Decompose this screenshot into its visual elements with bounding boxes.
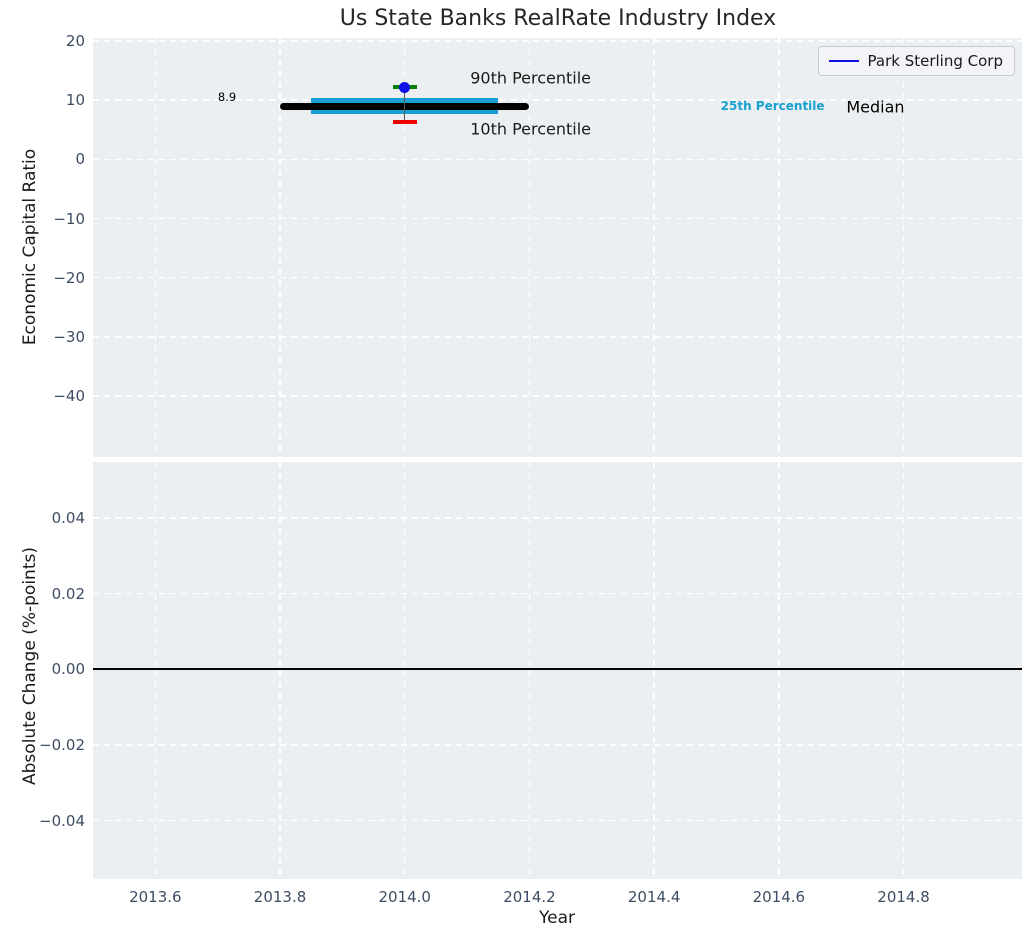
p10-whisker-cap	[392, 120, 417, 124]
y-tick-label: 0.00	[51, 660, 85, 679]
gridline-vertical	[653, 38, 655, 457]
median-annotation: Median	[846, 97, 905, 117]
gridline-horizontal	[93, 217, 1022, 220]
gridline-horizontal	[93, 40, 1022, 42]
p25-annotation: 25th Percentile	[720, 99, 825, 114]
y-tick-label: 0.02	[51, 584, 85, 603]
y-tick-label: −10	[53, 209, 85, 228]
gridline-horizontal	[93, 592, 1022, 595]
zero-line	[93, 668, 1022, 671]
bottom-plot-area	[93, 462, 1022, 879]
x-axis-label: Year	[539, 908, 575, 928]
y-tick-label: 10	[65, 91, 85, 110]
x-tick-label: 2014.0	[378, 888, 431, 906]
gridline-vertical	[778, 38, 780, 457]
gridline-horizontal	[93, 395, 1022, 397]
gridline-vertical	[154, 38, 157, 457]
y-tick-label: 0.04	[51, 509, 85, 527]
y-tick-label: 0	[75, 150, 85, 169]
x-tick-label: 2014.8	[877, 888, 930, 906]
gridline-vertical	[404, 38, 406, 457]
median-value-label: 8.9	[217, 89, 237, 104]
y-tick-label: −20	[53, 268, 85, 287]
y-tick-label: −0.02	[39, 736, 85, 755]
gridline-vertical	[528, 462, 531, 879]
x-tick-label: 2014.4	[627, 888, 681, 906]
gridline-horizontal	[93, 158, 1022, 160]
legend-label: Park Sterling Corp	[867, 52, 1003, 70]
gridline-horizontal	[93, 99, 1022, 101]
gridline-horizontal	[93, 276, 1022, 279]
gridline-vertical	[902, 38, 905, 457]
y-tick-label: −0.04	[39, 811, 85, 830]
gridline-vertical	[279, 38, 281, 457]
legend: Park Sterling Corp	[817, 46, 1015, 76]
p10-annotation: 10th Percentile	[470, 119, 591, 139]
legend-line-icon	[828, 59, 859, 63]
y-tick-label: −30	[53, 327, 85, 346]
y-tick-label: −40	[53, 387, 85, 406]
gridline-vertical	[778, 462, 780, 879]
gridline-vertical	[528, 38, 531, 457]
y-tick-label: 20	[65, 31, 85, 50]
gridline-horizontal	[93, 744, 1022, 746]
x-tick-label: 2013.8	[253, 888, 307, 906]
gridline-vertical	[154, 462, 157, 879]
gridline-vertical	[653, 462, 655, 879]
top-plot-area: Park Sterling Corp 8.9 90th Percentile 10t…	[93, 38, 1022, 457]
gridline-vertical	[902, 462, 905, 879]
gridline-horizontal	[93, 336, 1022, 338]
gridline-horizontal	[93, 517, 1022, 519]
gridline-vertical	[404, 462, 406, 879]
park-sterling-marker	[399, 81, 411, 93]
top-y-axis-label: Economic Capital Ratio	[20, 148, 40, 346]
gridline-vertical	[279, 462, 281, 879]
whisker-line	[404, 87, 406, 123]
gridline-horizontal	[93, 820, 1022, 822]
chart-title: Us State Banks RealRate Industry Index	[339, 6, 777, 31]
x-tick-label: 2013.6	[129, 888, 182, 906]
x-tick-label: 2014.2	[503, 888, 556, 906]
x-tick-label: 2014.6	[752, 888, 806, 906]
p90-annotation: 90th Percentile	[470, 68, 591, 88]
